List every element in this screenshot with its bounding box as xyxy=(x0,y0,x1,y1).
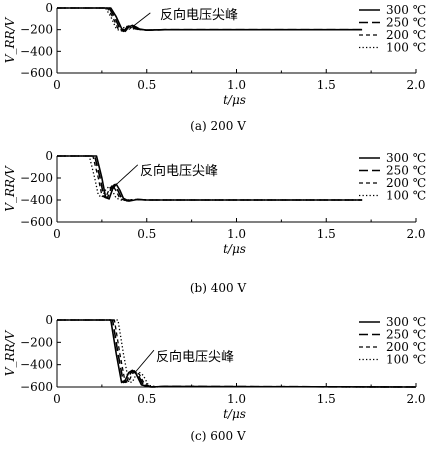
chart-panel-2: 0 0.5 1.0 1.5 2.0 0 −200 −400 −600 t/μs V_RR/V 反向电压… xyxy=(3,149,426,295)
x-tick-label: 2.0 xyxy=(406,227,425,241)
legend-label: 300 ℃ xyxy=(386,151,426,165)
y-tick-label: −600 xyxy=(20,215,53,229)
series-line-dotted xyxy=(57,319,417,388)
annotation-leader xyxy=(135,349,155,372)
panel-caption: (b) 400 V xyxy=(190,281,247,295)
chart-panel-3: 0 0.5 1.0 1.5 2.0 0 −200 −400 −600 t/μs V_RR/V 反向电压… xyxy=(3,313,426,443)
x-axis-label: t/μs xyxy=(223,242,246,256)
y-tick-label: −400 xyxy=(20,193,53,207)
x-axis-label: t/μs xyxy=(223,93,246,107)
series-line-longdash xyxy=(57,155,363,202)
y-tick-label: 0 xyxy=(45,1,53,15)
x-tick-label: 1.5 xyxy=(317,227,336,241)
x-tick-label: 1.0 xyxy=(227,392,246,406)
y-tick-label: −400 xyxy=(20,358,53,372)
annotation-label: 反向电压尖峰 xyxy=(156,349,234,365)
x-tick-label: 0 xyxy=(53,392,61,406)
y-tick-label: −200 xyxy=(20,23,53,37)
x-tick-label: 0.5 xyxy=(137,78,156,92)
series-line-longdash xyxy=(57,319,417,388)
series-line-dotted xyxy=(57,7,363,32)
annotation-label: 反向电压尖峰 xyxy=(160,7,238,23)
legend-label: 200 ℃ xyxy=(386,176,426,190)
y-axis-label: V_RR/V xyxy=(3,165,17,212)
legend-label: 300 ℃ xyxy=(386,315,426,329)
chart-panel-1: 0 0.5 1.0 1.5 2.0 0 −200 −400 −600 t/μs V_RR/V 反向电压… xyxy=(3,1,426,133)
y-tick-label: 0 xyxy=(45,313,53,327)
x-tick-label: 1.0 xyxy=(227,78,246,92)
x-tick-label: 1.5 xyxy=(317,78,336,92)
series-line-solid xyxy=(57,319,417,388)
panel-caption: (a) 200 V xyxy=(190,119,246,133)
x-tick-label: 1.0 xyxy=(227,227,246,241)
legend-label: 200 ℃ xyxy=(386,28,426,42)
legend-label: 300 ℃ xyxy=(386,3,426,17)
annotation-label: 反向电压尖峰 xyxy=(140,163,218,179)
x-tick-label: 0.5 xyxy=(137,227,156,241)
x-tick-label: 1.5 xyxy=(317,392,336,406)
x-tick-label: 0 xyxy=(53,227,61,241)
series-line-dash xyxy=(57,155,363,202)
x-tick-label: 2.0 xyxy=(406,392,425,406)
y-axis-label: V_RR/V xyxy=(3,16,17,63)
x-axis-label: t/μs xyxy=(223,407,246,421)
y-tick-label: −600 xyxy=(20,66,53,80)
series-line-dash xyxy=(57,319,417,388)
legend-label: 100 ℃ xyxy=(386,189,426,203)
y-tick-label: −400 xyxy=(20,44,53,58)
legend-label: 200 ℃ xyxy=(386,340,426,354)
panel-caption: (c) 600 V xyxy=(190,429,246,443)
y-tick-label: −200 xyxy=(20,335,53,349)
annotation-leader xyxy=(115,164,139,185)
legend-label: 100 ℃ xyxy=(386,353,426,367)
x-tick-label: 0.5 xyxy=(137,392,156,406)
legend-label: 250 ℃ xyxy=(386,164,426,178)
annotation-leader xyxy=(128,12,151,31)
legend-label: 250 ℃ xyxy=(386,16,426,30)
legend-label: 250 ℃ xyxy=(386,328,426,342)
y-tick-label: 0 xyxy=(45,149,53,163)
x-tick-label: 0 xyxy=(53,78,61,92)
legend-label: 100 ℃ xyxy=(386,41,426,55)
x-tick-label: 2.0 xyxy=(406,78,425,92)
y-axis-label: V_RR/V xyxy=(3,329,17,376)
y-tick-label: −600 xyxy=(20,380,53,394)
y-tick-label: −200 xyxy=(20,171,53,185)
